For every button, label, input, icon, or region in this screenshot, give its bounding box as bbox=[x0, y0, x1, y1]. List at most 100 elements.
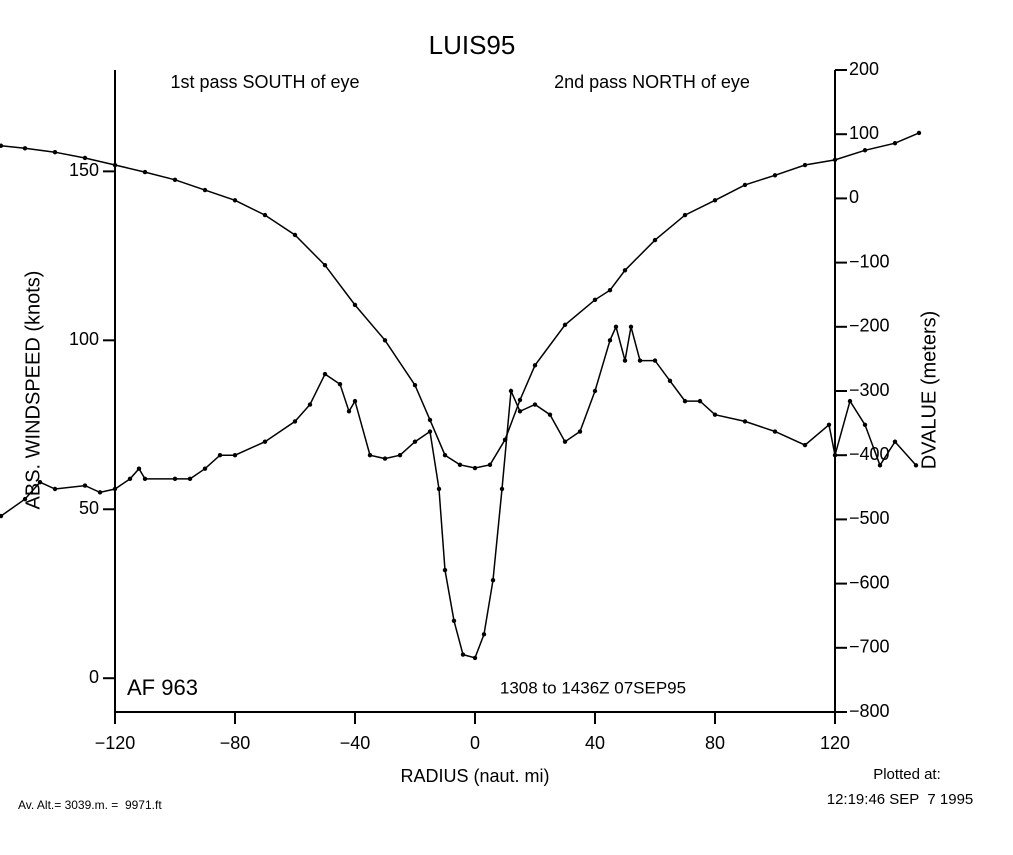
data-point bbox=[697, 398, 703, 404]
series-line bbox=[0, 324, 917, 659]
data-point bbox=[490, 578, 496, 583]
data-point bbox=[832, 157, 838, 163]
data-point bbox=[412, 383, 418, 388]
y-axis-label: ABS. WINDSPEED (knots) bbox=[22, 271, 44, 510]
data-point bbox=[592, 388, 598, 394]
data-point bbox=[142, 169, 148, 175]
data-point bbox=[292, 419, 298, 424]
data-point bbox=[127, 476, 133, 482]
data-point bbox=[442, 567, 448, 573]
data-point bbox=[346, 409, 352, 414]
data-point bbox=[772, 429, 778, 434]
y-tick-label: 150 bbox=[69, 160, 99, 180]
annotation: AF 963 bbox=[127, 675, 198, 700]
data-point bbox=[217, 453, 223, 458]
data-point bbox=[472, 655, 478, 661]
data-point bbox=[652, 358, 658, 363]
data-point bbox=[337, 382, 343, 387]
data-point bbox=[622, 268, 628, 273]
data-point bbox=[0, 143, 4, 148]
data-point bbox=[517, 397, 523, 403]
data-point bbox=[322, 262, 328, 268]
footer: Av. Alt.= 3039.m. = 9971.ft bbox=[18, 798, 162, 812]
x-tick-label: 80 bbox=[705, 733, 725, 753]
data-point bbox=[292, 232, 298, 238]
data-point bbox=[307, 402, 313, 407]
y2-tick-label: −600 bbox=[849, 572, 890, 592]
data-point bbox=[742, 182, 748, 188]
data-point bbox=[172, 177, 178, 182]
data-point bbox=[517, 409, 523, 414]
y2-tick-label: −200 bbox=[849, 316, 890, 336]
data-point bbox=[481, 632, 487, 637]
data-point bbox=[607, 288, 613, 293]
data-point bbox=[712, 198, 718, 203]
data-point bbox=[622, 358, 628, 363]
data-point bbox=[112, 486, 118, 492]
data-point bbox=[832, 453, 838, 458]
data-point bbox=[367, 453, 373, 458]
data-point bbox=[232, 198, 238, 203]
data-point bbox=[322, 371, 328, 377]
data-point bbox=[412, 439, 418, 444]
annotation: 2nd pass NORTH of eye bbox=[554, 72, 750, 92]
data-point bbox=[97, 490, 103, 495]
data-point bbox=[802, 442, 808, 448]
data-point bbox=[82, 155, 88, 161]
data-point bbox=[712, 412, 718, 417]
series-line bbox=[0, 132, 920, 469]
data-point bbox=[502, 437, 508, 442]
data-point bbox=[37, 480, 43, 485]
y2-tick-label: 0 bbox=[849, 187, 859, 207]
y2-tick-label: −300 bbox=[849, 380, 890, 400]
data-point bbox=[352, 302, 358, 308]
data-point bbox=[532, 363, 538, 368]
data-point bbox=[802, 162, 808, 168]
data-point bbox=[862, 148, 868, 153]
data-point bbox=[427, 429, 433, 434]
data-point bbox=[892, 439, 898, 444]
data-point bbox=[232, 453, 238, 458]
x-tick-label: 0 bbox=[470, 733, 480, 753]
y2-tick-label: −800 bbox=[849, 701, 890, 721]
data-point bbox=[742, 419, 748, 424]
data-point bbox=[202, 187, 208, 193]
data-point bbox=[397, 453, 403, 458]
data-point bbox=[628, 324, 634, 329]
x-tick-label: 40 bbox=[585, 733, 605, 753]
data-point bbox=[427, 417, 433, 423]
data-point bbox=[532, 402, 538, 407]
x-axis-label: RADIUS (naut. mi) bbox=[400, 766, 549, 786]
data-point bbox=[436, 486, 442, 492]
data-point bbox=[682, 212, 688, 218]
data-point bbox=[262, 439, 268, 444]
data-point bbox=[142, 476, 148, 482]
data-point bbox=[187, 476, 193, 482]
footer: Plotted at: bbox=[873, 766, 941, 783]
data-point bbox=[667, 378, 673, 384]
y2-axis-label: DVALUE (meters) bbox=[918, 311, 940, 470]
data-point bbox=[499, 486, 505, 492]
data-point bbox=[112, 162, 118, 168]
y-tick-label: 0 bbox=[89, 667, 99, 687]
footer: 12:19:46 SEP 7 1995 bbox=[827, 791, 974, 808]
data-point bbox=[613, 324, 619, 329]
data-point bbox=[442, 453, 448, 458]
y2-tick-label: 100 bbox=[849, 123, 879, 143]
chart-title: LUIS95 bbox=[429, 30, 516, 60]
data-point bbox=[847, 398, 853, 404]
data-point bbox=[487, 462, 493, 468]
data-point bbox=[637, 358, 643, 363]
data-point bbox=[508, 388, 514, 394]
data-point bbox=[892, 140, 898, 146]
data-point bbox=[592, 297, 598, 303]
data-point bbox=[0, 513, 4, 519]
data-point bbox=[913, 463, 919, 468]
data-point bbox=[460, 652, 466, 657]
data-point bbox=[472, 465, 478, 471]
y-tick-label: 50 bbox=[79, 498, 99, 518]
data-point bbox=[382, 456, 388, 461]
y2-tick-label: −400 bbox=[849, 444, 890, 464]
data-point bbox=[877, 463, 883, 468]
